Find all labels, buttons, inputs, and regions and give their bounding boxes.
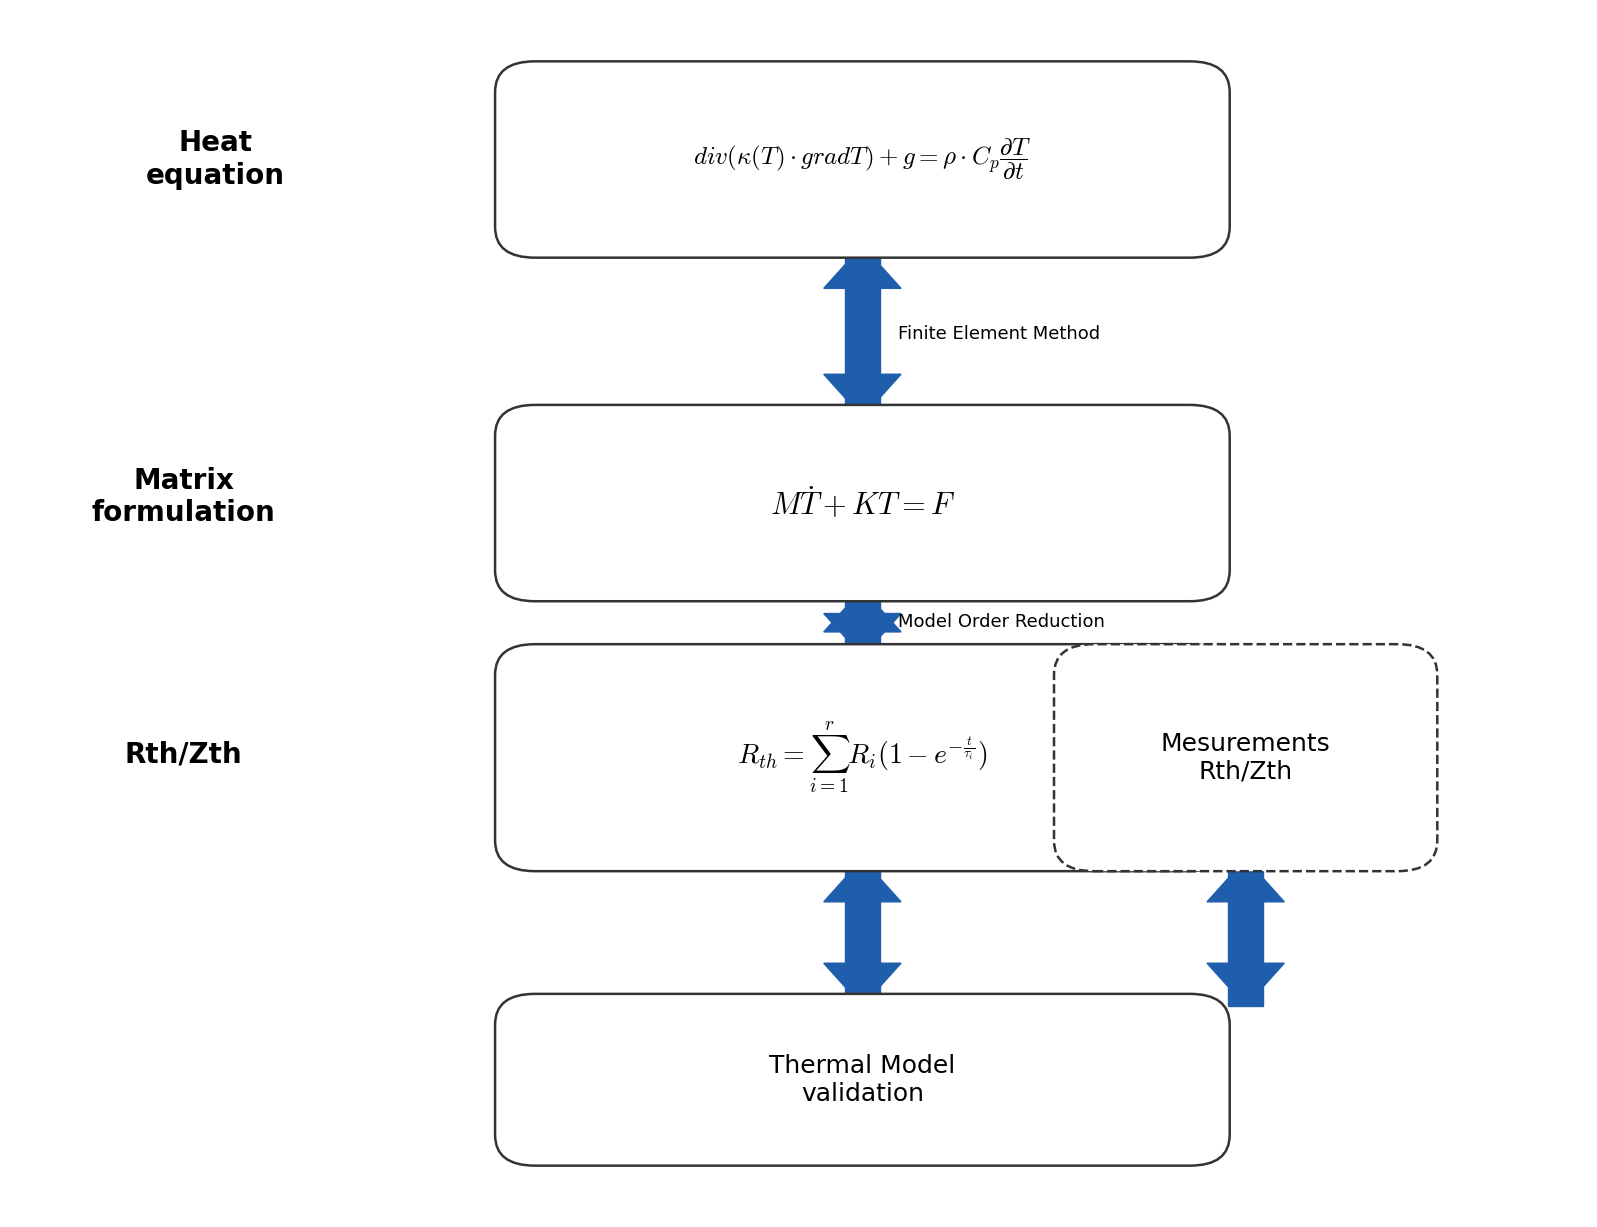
FancyBboxPatch shape	[495, 61, 1230, 258]
Polygon shape	[824, 245, 901, 288]
FancyBboxPatch shape	[495, 644, 1230, 871]
Polygon shape	[824, 589, 901, 632]
Text: Rth/Zth: Rth/Zth	[125, 741, 243, 768]
Polygon shape	[824, 614, 901, 656]
Text: $div(\kappa(T) \cdot gradT) + g = \rho \cdot C_p \dfrac{\partial T}{\partial t}$: $div(\kappa(T) \cdot gradT) + g = \rho \…	[693, 136, 1032, 183]
FancyBboxPatch shape	[495, 994, 1230, 1166]
Text: $M\dot{T} + KT = F$: $M\dot{T} + KT = F$	[770, 485, 955, 521]
Text: Mesurements
Rth/Zth: Mesurements Rth/Zth	[1161, 731, 1330, 784]
Polygon shape	[824, 859, 901, 902]
FancyBboxPatch shape	[1054, 644, 1437, 871]
FancyBboxPatch shape	[495, 405, 1230, 601]
Polygon shape	[1207, 859, 1284, 902]
Polygon shape	[824, 374, 901, 417]
Text: Model Order Reduction: Model Order Reduction	[898, 614, 1105, 631]
Text: Matrix
formulation: Matrix formulation	[91, 466, 276, 528]
Bar	[1228, 859, 1263, 1006]
Text: Finite Element Method: Finite Element Method	[898, 325, 1100, 342]
Text: Heat
equation: Heat equation	[145, 129, 286, 190]
Bar	[845, 245, 880, 417]
Text: Thermal Model
validation: Thermal Model validation	[770, 1054, 955, 1106]
Bar	[845, 859, 880, 1006]
Polygon shape	[1207, 963, 1284, 1006]
Text: $R_{th} = \sum_{i=1}^{r} R_i(1 - e^{-\frac{t}{\tau_i}})$: $R_{th} = \sum_{i=1}^{r} R_i(1 - e^{-\fr…	[738, 720, 987, 795]
Polygon shape	[824, 963, 901, 1006]
Bar	[845, 589, 880, 656]
